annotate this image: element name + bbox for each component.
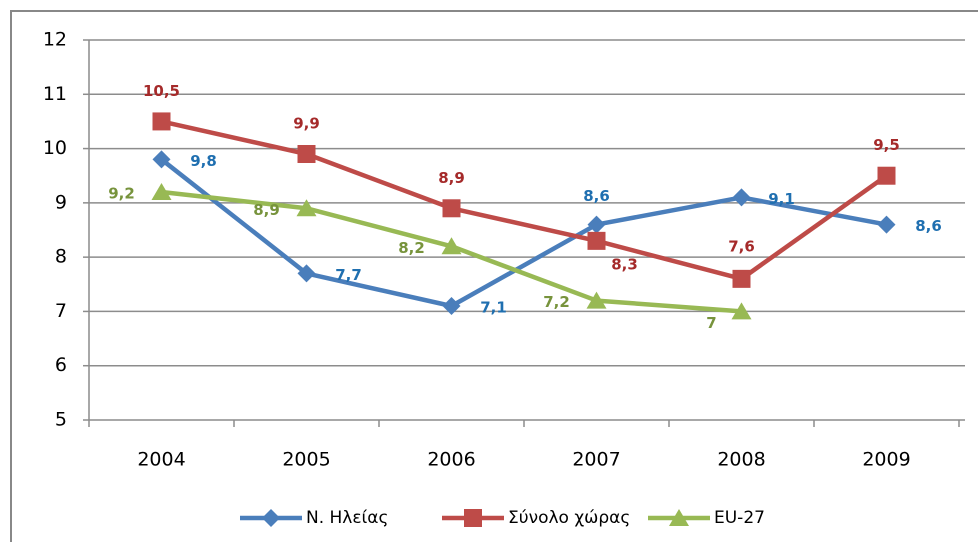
data-label: 7,7 [335,266,362,284]
data-label: 9,5 [873,136,900,154]
marker [464,509,482,527]
y-tick-label: 7 [55,300,67,322]
marker [732,269,751,288]
y-tick-label: 11 [43,83,67,105]
marker [441,237,462,255]
marker [297,145,316,163]
data-label: 8,6 [583,187,610,205]
data-label: 9,2 [108,185,135,203]
legend-label: Σύνολο χώρας [508,508,630,528]
data-label: 8,2 [398,239,425,257]
y-tick-label: 6 [55,354,67,376]
y-tick-label: 10 [43,137,67,159]
marker [442,199,461,218]
marker [732,188,751,207]
y-tick-label: 12 [43,29,67,51]
marker [587,231,606,250]
marker [587,215,606,234]
data-label: 8,9 [438,169,465,187]
marker [151,183,172,200]
x-tick-label: 2009 [862,449,910,471]
marker [877,166,896,185]
legend-label: EU-27 [714,508,765,528]
x-tick-label: 2008 [717,449,765,471]
y-tick-label: 5 [55,409,67,431]
marker [262,509,280,527]
data-label: 9,8 [190,152,217,170]
marker [297,264,316,283]
chart-frame [10,10,978,542]
legend-label: Ν. Ηλείας [306,508,389,528]
x-tick-label: 2007 [572,449,620,471]
data-label: 7,2 [543,293,570,311]
data-label: 8,9 [253,201,280,219]
marker [152,112,171,131]
marker [442,297,461,315]
data-label: 9,9 [293,115,320,133]
data-label: 7,1 [480,299,507,317]
marker [152,150,171,169]
y-tick-label: 9 [55,191,67,213]
x-tick-label: 2006 [427,449,475,471]
data-label: 9,1 [768,190,795,208]
series-line [161,119,888,282]
data-label: 7 [706,314,716,332]
data-label: 7,6 [728,237,755,255]
series-line [160,157,887,309]
marker [586,291,607,309]
marker [669,509,689,526]
x-tick-label: 2005 [282,449,330,471]
marker [877,215,896,234]
y-tick-label: 8 [55,246,67,268]
data-label: 8,6 [915,217,942,235]
x-tick-label: 2004 [137,449,185,471]
marker [296,199,317,217]
data-label: 10,5 [143,82,180,100]
marker [731,302,752,320]
data-label: 8,3 [611,255,638,273]
